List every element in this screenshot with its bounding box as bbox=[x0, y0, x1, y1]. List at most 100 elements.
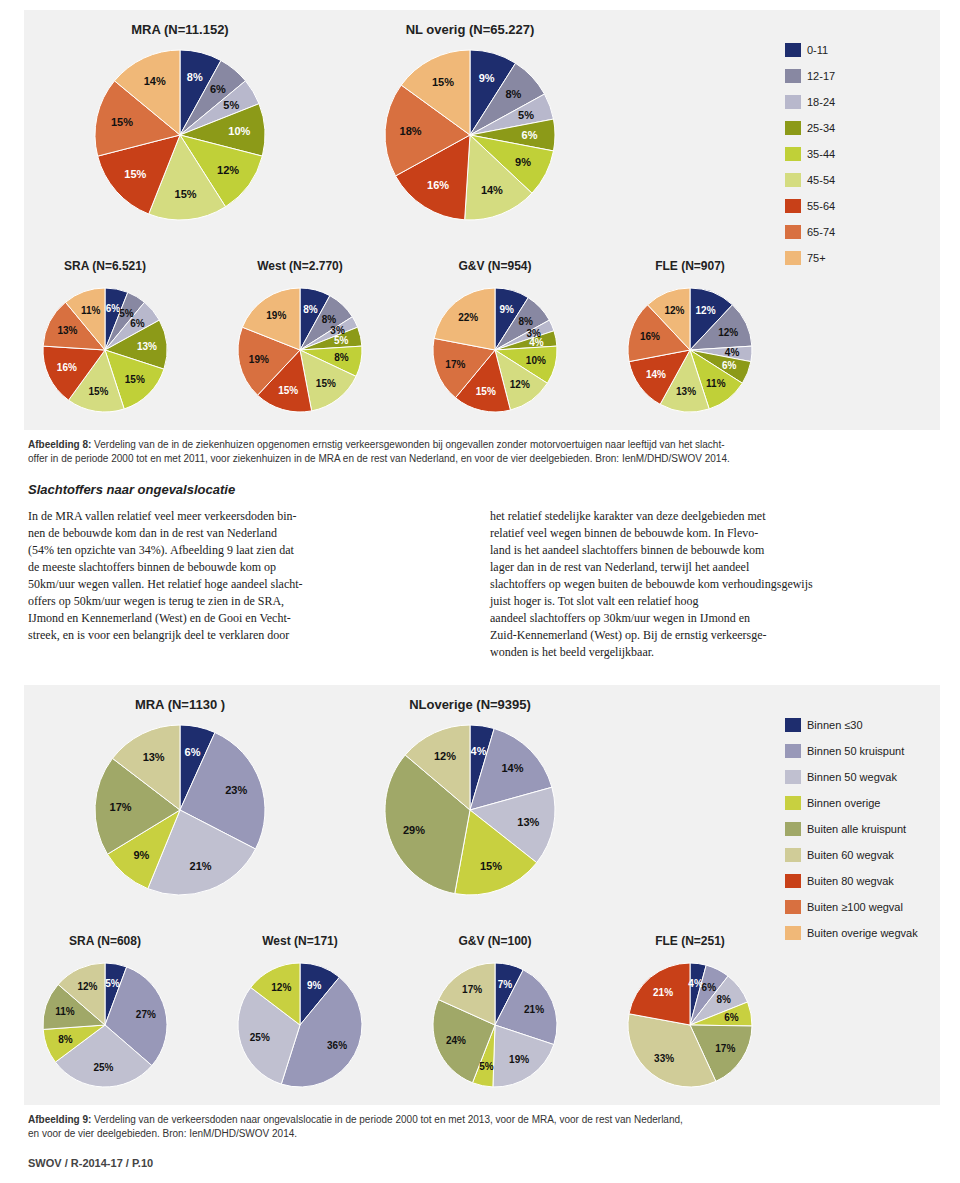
data-label: 15% bbox=[316, 378, 336, 389]
legend-label: 0-11 bbox=[807, 44, 828, 56]
data-label: 12% bbox=[271, 982, 291, 993]
data-label: 14% bbox=[144, 75, 166, 87]
pie-chart: FLE (N=251)4%6%8%6%17%33%21% bbox=[628, 934, 752, 1087]
pie-slice bbox=[438, 963, 495, 1025]
data-label: 24% bbox=[446, 1035, 466, 1046]
pie-chart: G&V (N=954)9%8%3%4%10%12%15%17%22% bbox=[433, 259, 557, 412]
legend-swatch bbox=[785, 848, 801, 862]
legend-item: 65-74 bbox=[785, 225, 835, 239]
data-label: 13% bbox=[676, 386, 696, 397]
pie-chart: NL overig (N=65.227)9%8%5%6%9%14%16%18%1… bbox=[385, 22, 555, 220]
caption: Afbeelding 9: Verdeling van de verkeersd… bbox=[28, 1114, 683, 1125]
slices bbox=[95, 725, 265, 895]
caption-label: Afbeelding 8: bbox=[28, 439, 91, 450]
data-label: 13% bbox=[137, 341, 157, 352]
legend-swatch bbox=[785, 69, 801, 83]
data-label: 14% bbox=[646, 369, 666, 380]
data-label: 10% bbox=[526, 355, 546, 366]
legend-label: Buiten 80 wegvak bbox=[807, 875, 894, 887]
pie-chart: MRA (N=11.152)8%6%5%10%12%15%15%15%14% bbox=[95, 22, 265, 220]
legend-label: Binnen overige bbox=[807, 797, 880, 809]
legend-swatch bbox=[785, 173, 801, 187]
data-label: 6% bbox=[724, 1012, 739, 1023]
caption: en voor de vier deelgebieden. Bron: IenM… bbox=[28, 1128, 297, 1139]
chart-title: MRA (N=1130 ) bbox=[135, 697, 225, 712]
chart-title: G&V (N=100) bbox=[458, 934, 531, 948]
data-label: 8% bbox=[303, 304, 318, 315]
data-label: 9% bbox=[133, 849, 149, 861]
data-label: 22% bbox=[458, 312, 478, 323]
data-label: 15% bbox=[476, 386, 496, 397]
legend-item: Buiten ≥100 wegval bbox=[785, 900, 903, 914]
data-label: 13% bbox=[517, 816, 539, 828]
legend-swatch bbox=[785, 718, 801, 732]
data-label: 4% bbox=[529, 337, 544, 348]
pie-chart: FLE (N=907)12%12%4%6%11%13%14%16%12% bbox=[628, 259, 752, 412]
data-labels: 6%23%21%9%17%13% bbox=[110, 746, 248, 872]
data-labels: 12%12%4%6%11%13%14%16%12% bbox=[640, 305, 740, 397]
legend-label: Binnen 50 wegvak bbox=[807, 771, 897, 783]
chart-title: West (N=2.770) bbox=[257, 259, 342, 273]
legend-label: 45-54 bbox=[807, 174, 835, 186]
data-label: 15% bbox=[111, 116, 133, 128]
legend: 0-1112-1718-2425-3435-4445-5455-6465-747… bbox=[785, 43, 835, 265]
legend-item: Buiten alle kruispunt bbox=[785, 822, 906, 836]
legend-label: 12-17 bbox=[807, 70, 835, 82]
legend-item: Buiten 80 wegvak bbox=[785, 874, 894, 888]
data-label: 17% bbox=[445, 359, 465, 370]
slices bbox=[433, 963, 557, 1087]
data-label: 6% bbox=[185, 746, 201, 758]
body-text: streek, en is voor een belangrijk deel t… bbox=[28, 628, 289, 642]
legend-item: 35-44 bbox=[785, 147, 835, 161]
legend-item: Buiten overige wegvak bbox=[785, 926, 918, 940]
pie-slice bbox=[628, 1014, 716, 1087]
data-label: 8% bbox=[322, 314, 337, 325]
slices bbox=[43, 288, 167, 412]
data-label: 17% bbox=[462, 984, 482, 995]
slices bbox=[43, 963, 167, 1087]
legend-swatch bbox=[785, 43, 801, 57]
pie-slice bbox=[401, 50, 470, 135]
legend-label: 18-24 bbox=[807, 96, 835, 108]
data-label: 6% bbox=[722, 360, 737, 371]
data-label: 8% bbox=[334, 352, 349, 363]
data-label: 19% bbox=[249, 354, 269, 365]
legend-swatch bbox=[785, 822, 801, 836]
slices bbox=[385, 50, 555, 220]
pie-slice bbox=[690, 305, 752, 350]
pie-slice bbox=[43, 1025, 105, 1062]
data-label: 15% bbox=[125, 374, 145, 385]
legend-label: 55-64 bbox=[807, 200, 835, 212]
footer: SWOV / R-2014-17 / P.10 bbox=[28, 1157, 153, 1169]
chart-title: SRA (N=6.521) bbox=[64, 259, 146, 273]
legend-swatch bbox=[785, 770, 801, 784]
body-text: aandeel slachtoffers op 30km/uur wegen i… bbox=[490, 611, 750, 625]
legend-label: 65-74 bbox=[807, 226, 835, 238]
legend-label: 75+ bbox=[807, 252, 826, 264]
slices bbox=[385, 725, 555, 895]
data-labels: 4%14%13%15%29%12% bbox=[403, 745, 540, 872]
data-label: 10% bbox=[228, 125, 250, 137]
data-label: 8% bbox=[519, 316, 534, 327]
data-label: 6% bbox=[106, 303, 121, 314]
data-label: 33% bbox=[654, 1053, 674, 1064]
data-label: 12% bbox=[664, 305, 684, 316]
body-text: het relatief stedelijke karakter van dez… bbox=[490, 509, 766, 523]
data-label: 25% bbox=[93, 1062, 113, 1073]
legend-swatch bbox=[785, 900, 801, 914]
slices bbox=[628, 288, 752, 412]
body-text: IJmond en Kennemerland (West) en de Gooi… bbox=[28, 611, 291, 625]
data-labels: 5%27%25%8%11%12% bbox=[55, 978, 156, 1073]
chart-title: G&V (N=954) bbox=[458, 259, 531, 273]
legend-item: Binnen 50 wegvak bbox=[785, 770, 897, 784]
data-label: 5% bbox=[223, 99, 239, 111]
pie-chart: SRA (N=608)5%27%25%8%11%12% bbox=[43, 934, 167, 1087]
body-text: de meeste slachtoffers binnen de bebouwd… bbox=[28, 560, 276, 574]
caption-label: Afbeelding 9: bbox=[28, 1114, 91, 1125]
data-label: 16% bbox=[57, 362, 77, 373]
chart-title: MRA (N=11.152) bbox=[131, 22, 228, 37]
data-label: 21% bbox=[524, 1004, 544, 1015]
data-label: 7% bbox=[498, 979, 513, 990]
data-label: 19% bbox=[509, 1054, 529, 1065]
data-label: 36% bbox=[327, 1040, 347, 1051]
